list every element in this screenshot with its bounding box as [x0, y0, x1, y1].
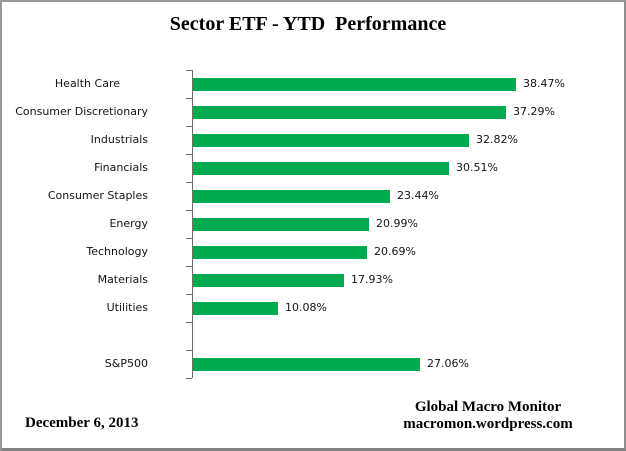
category-axis-line	[192, 70, 193, 378]
axis-tick	[186, 126, 192, 127]
value-label: 27.06%	[427, 357, 469, 370]
bar	[193, 274, 344, 287]
category-label: Utilities	[106, 301, 148, 314]
axis-tick	[186, 294, 192, 295]
value-label: 17.93%	[351, 273, 393, 286]
category-label: Materials	[97, 273, 148, 286]
value-label: 23.44%	[397, 189, 439, 202]
bar	[193, 246, 367, 259]
category-label: Financials	[94, 161, 148, 174]
value-label: 38.47%	[523, 77, 565, 90]
axis-tick	[186, 154, 192, 155]
bar	[193, 78, 516, 91]
chart-title: Sector ETF - YTD Performance	[169, 13, 447, 35]
axis-tick	[186, 70, 192, 71]
category-label: Technology	[86, 245, 148, 258]
category-label: Consumer Staples	[47, 189, 148, 202]
value-label: 10.08%	[285, 301, 327, 314]
category-label: Industrials	[90, 133, 148, 146]
bar	[193, 302, 278, 315]
axis-tick	[186, 238, 192, 239]
bar	[193, 134, 469, 147]
category-label: S&P500	[104, 357, 148, 370]
value-label: 20.69%	[374, 245, 416, 258]
value-label: 32.82%	[476, 133, 518, 146]
bar	[193, 106, 506, 119]
category-label: Energy	[109, 217, 148, 230]
axis-tick	[186, 182, 192, 183]
bar	[193, 162, 449, 175]
axis-tick	[186, 266, 192, 267]
value-label: 20.99%	[376, 217, 418, 230]
footer-source-url: macromon.wordpress.com	[403, 416, 573, 432]
value-label: 37.29%	[513, 105, 555, 118]
axis-tick	[186, 210, 192, 211]
bar	[193, 190, 390, 203]
axis-tick	[186, 378, 192, 379]
bar	[193, 218, 369, 231]
category-label: Health Care	[54, 77, 120, 90]
axis-tick	[186, 322, 192, 323]
footer-source: Global Macro Monitor macromon.wordpress.…	[370, 399, 606, 433]
footer-date: December 6, 2013	[25, 415, 139, 431]
bar	[193, 358, 420, 371]
category-label: Consumer Discretionary	[15, 105, 148, 118]
axis-tick	[186, 350, 192, 351]
footer-source-name: Global Macro Monitor	[414, 399, 562, 415]
value-label: 30.51%	[456, 161, 498, 174]
axis-tick	[186, 98, 192, 99]
